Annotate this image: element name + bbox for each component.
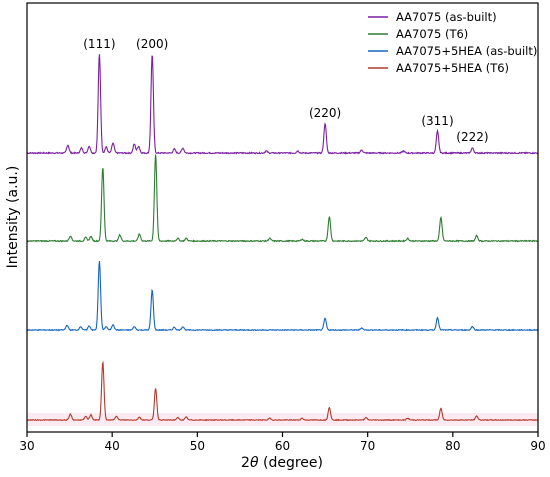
- x-tick-label: 80: [445, 439, 460, 453]
- x-axis: 30 40 50 60 70 80 90: [19, 432, 546, 453]
- series-line-1: [26, 54, 539, 155]
- legend-label: AA7075 (T6): [396, 27, 468, 41]
- series-layer: [26, 54, 539, 422]
- peak-label: (222): [456, 130, 488, 144]
- legend-label: AA7075+5HEA (as-built): [396, 44, 537, 58]
- peak-label: (200): [136, 37, 168, 51]
- peak-label: (220): [309, 106, 341, 120]
- plot-background: [27, 3, 538, 432]
- peak-label: (311): [421, 114, 453, 128]
- x-axis-title: 2θ (degree): [241, 455, 323, 471]
- x-tick-label: 30: [19, 439, 34, 453]
- peak-label: (111): [83, 37, 115, 51]
- x-tick-label: 50: [190, 439, 205, 453]
- x-tick-label: 90: [530, 439, 545, 453]
- x-tick-label: 40: [105, 439, 120, 453]
- legend-label: AA7075+5HEA (T6): [396, 61, 509, 75]
- legend-label: AA7075 (as-built): [396, 10, 497, 24]
- x-tick-label: 60: [275, 439, 290, 453]
- x-tick-label: 70: [360, 439, 375, 453]
- y-axis-title: Intensity (a.u.): [5, 166, 21, 269]
- peak-label-layer: (111) (200) (220) (311)(222): [83, 37, 488, 144]
- series-line-2: [26, 154, 539, 243]
- series-line-3: [26, 260, 539, 332]
- legend: AA7075 (as-built) AA7075 (T6) AA7075+5HEA …: [368, 10, 537, 75]
- series-line-4: [26, 360, 539, 422]
